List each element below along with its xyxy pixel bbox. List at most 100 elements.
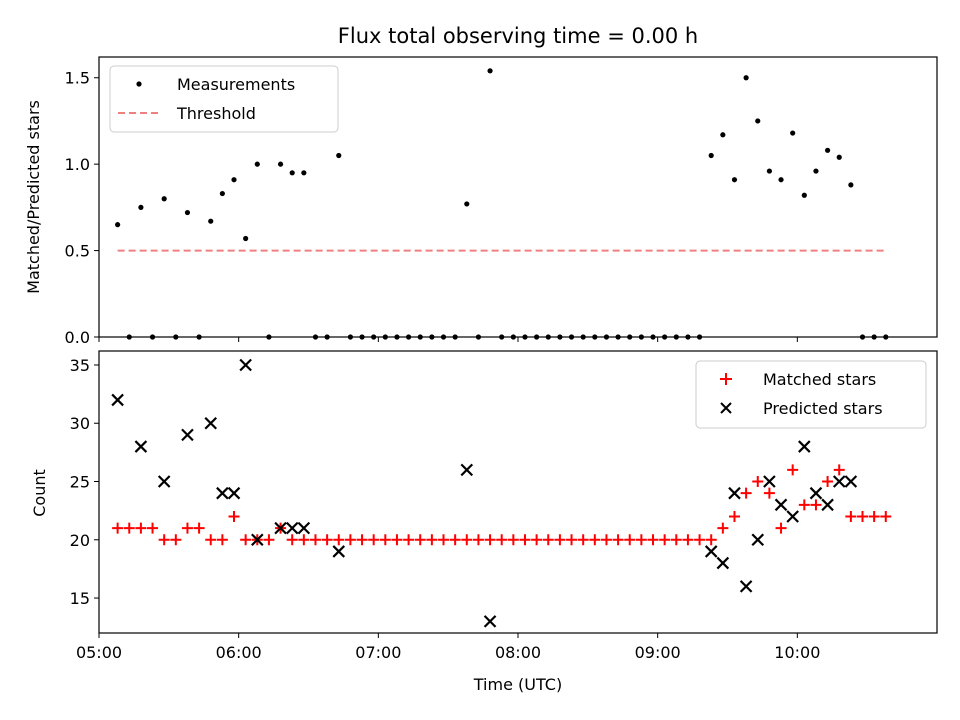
matched-star-point — [170, 534, 182, 546]
measurement-point — [138, 204, 144, 210]
measurement-point — [743, 75, 749, 81]
matched-star-point — [123, 522, 135, 534]
matched-star-point — [566, 534, 578, 546]
predicted-star-point — [460, 463, 474, 477]
measurement-point — [766, 168, 773, 174]
predicted-star-point — [157, 475, 171, 488]
predicted-star-point — [821, 498, 834, 512]
matched-star-point — [379, 534, 391, 546]
matched-star-point — [833, 464, 845, 476]
matched-star-point — [403, 534, 415, 546]
measurement-point — [813, 168, 819, 174]
top-y-tick-label: 1.5 — [65, 69, 90, 88]
matched-star-point — [577, 534, 589, 546]
predicted-star-point — [285, 521, 299, 535]
predicted-star-point — [204, 416, 218, 430]
measurement-point — [208, 218, 214, 224]
matched-star-point — [600, 534, 612, 546]
measurement-point — [824, 147, 831, 153]
matched-star-point — [263, 534, 275, 546]
matched-star-point — [612, 534, 624, 546]
matched-star-point — [193, 522, 205, 534]
predicted-star-point — [181, 428, 194, 442]
x-tick-label: 10:00 — [774, 643, 820, 662]
matched-star-point — [461, 534, 473, 546]
measurement-point — [848, 182, 854, 188]
top-axis-ticks: 0.0 0.5 1.0 1.5 — [65, 69, 798, 347]
bottom-y-tick-label: 15 — [70, 589, 90, 608]
x-tick-label: 07:00 — [355, 643, 401, 662]
matched-star-point — [752, 476, 764, 488]
matched-star-point — [647, 534, 659, 546]
bottom-legend-box — [695, 360, 927, 429]
matched-star-point — [519, 534, 531, 546]
bottom-axes-frame — [98, 350, 938, 634]
x-tick-label: 05:00 — [76, 643, 122, 662]
bottom-y-tick-label: 35 — [70, 356, 90, 375]
matched-star-point — [484, 534, 496, 546]
measurement-point — [778, 177, 784, 183]
matched-star-point — [414, 534, 426, 546]
matched-star-point — [158, 534, 170, 546]
top-y-tick-label: 1.0 — [65, 155, 90, 174]
measurement-point — [231, 177, 237, 183]
measurement-point — [254, 161, 260, 167]
matched-star-point — [205, 534, 217, 546]
legend-matched-marker — [720, 373, 732, 385]
x-tick-label: 08:00 — [495, 643, 541, 662]
matched-star-point — [868, 510, 880, 522]
matched-star-point — [368, 534, 380, 546]
bottom-y-tick-label: 30 — [70, 414, 90, 433]
predicted-star-point — [227, 486, 241, 500]
measurement-point — [487, 68, 493, 74]
predicted-star-point — [728, 486, 741, 500]
matched-star-point — [624, 534, 636, 546]
matched-star-point — [531, 534, 543, 546]
matched-star-point — [589, 534, 601, 546]
matched-star-point — [496, 534, 508, 546]
x-tick-label: 06:00 — [216, 643, 262, 662]
predicted-star-point — [704, 545, 718, 558]
matched-star-point — [822, 476, 834, 488]
matched-star-point — [740, 487, 752, 499]
predicted-star-point — [763, 475, 776, 488]
matched-star-point — [694, 534, 706, 546]
matched-star-point — [228, 510, 240, 522]
measurement-point — [731, 177, 738, 183]
top-y-axis-label: Matched/Predicted stars — [24, 100, 43, 294]
measurement-point — [301, 170, 307, 176]
bottom-y-tick-label: 20 — [70, 531, 90, 550]
predicted-star-point — [216, 486, 229, 500]
predicted-star-point — [251, 533, 264, 547]
matched-star-point — [775, 522, 787, 534]
predicted-star-point — [483, 615, 497, 628]
top-legend-box — [109, 65, 339, 133]
matched-star-point — [659, 534, 671, 546]
matched-star-point — [554, 534, 566, 546]
legend-predicted-marker — [720, 402, 732, 414]
matched-star-point — [705, 534, 717, 546]
measurement-point — [184, 209, 191, 216]
predicted-star-point — [832, 475, 846, 488]
matched-star-point — [426, 534, 438, 546]
ratio-panel: Flux total observing time = 0.00 h Match… — [24, 24, 938, 347]
matched-star-point — [438, 534, 450, 546]
predicted-star-point — [774, 498, 788, 512]
bottom-legend: Matched stars Predicted stars — [695, 360, 927, 429]
matched-star-point — [880, 510, 892, 522]
matched-star-point — [798, 499, 810, 511]
matched-star-point — [135, 522, 147, 534]
legend-measurements-marker — [136, 81, 142, 87]
matched-star-point — [787, 464, 799, 476]
measurement-point — [801, 192, 807, 198]
count-panel: Count Time (UTC) 05:00 06:00 07:00 08:00 09:… — [30, 350, 938, 694]
bottom-y-tick-label: 25 — [70, 473, 90, 492]
matched-star-point — [112, 522, 124, 534]
measurement-point — [336, 152, 342, 159]
measurement-point — [277, 161, 284, 167]
measurement-point — [790, 130, 796, 136]
matched-star-point — [728, 510, 740, 522]
matched-star-point — [181, 522, 193, 534]
measurement-point — [161, 196, 167, 202]
